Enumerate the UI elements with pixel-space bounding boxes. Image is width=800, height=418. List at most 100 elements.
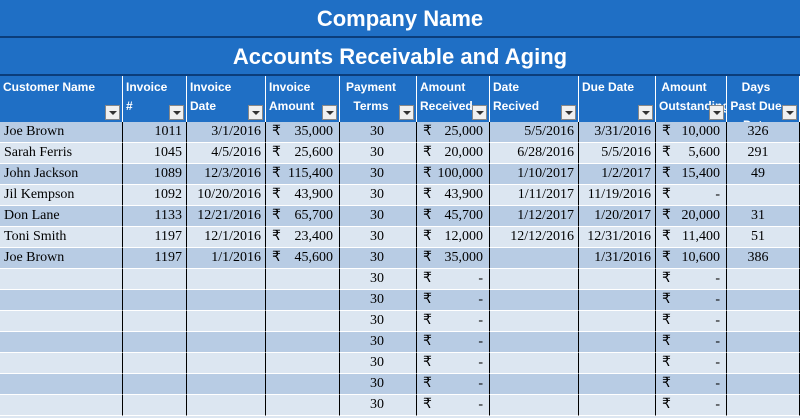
currency-symbol: ₹ — [662, 313, 671, 328]
amount: - — [715, 313, 720, 328]
empty-cell — [123, 311, 187, 332]
currency-cell: ₹ - — [417, 374, 490, 395]
filter-button[interactable] — [322, 105, 337, 120]
currency-cell: ₹20,000 — [417, 143, 490, 164]
empty-cell — [266, 374, 340, 395]
currency-symbol: ₹ — [272, 166, 281, 181]
cell: 30 — [340, 374, 417, 395]
currency-cell: ₹ - — [656, 395, 727, 416]
empty-cell — [727, 332, 800, 353]
amount: 20,000 — [444, 145, 484, 160]
header-text: Invoice Date — [190, 80, 232, 113]
amount: - — [715, 271, 720, 286]
empty-cell — [123, 290, 187, 311]
amount: 15,400 — [681, 166, 721, 181]
currency-symbol: ₹ — [662, 397, 671, 412]
cell: 1/20/2017 — [579, 206, 656, 227]
amount: 12,000 — [444, 229, 484, 244]
cell: 1/12/2017 — [490, 206, 579, 227]
currency-cell: ₹15,400 — [656, 164, 727, 185]
currency-cell: ₹45,700 — [417, 206, 490, 227]
filter-button[interactable] — [472, 105, 487, 120]
amount: - — [478, 271, 483, 286]
cell: 49 — [727, 164, 800, 185]
currency-cell: ₹35,000 — [417, 248, 490, 269]
currency-cell: ₹ - — [656, 185, 727, 206]
amount: 43,900 — [294, 187, 334, 202]
amount: - — [715, 397, 720, 412]
cell: 11/19/2016 — [579, 185, 656, 206]
currency-cell: ₹20,000 — [656, 206, 727, 227]
amount: - — [478, 355, 483, 370]
amount: 45,700 — [444, 208, 484, 223]
cell: 386 — [727, 248, 800, 269]
currency-symbol: ₹ — [662, 376, 671, 391]
currency-cell: ₹ - — [417, 269, 490, 290]
empty-cell — [123, 353, 187, 374]
cell: 5/5/2016 — [490, 122, 579, 143]
empty-cell — [579, 269, 656, 290]
empty-cell — [490, 332, 579, 353]
cell: 1197 — [123, 227, 187, 248]
header-text: Invoice Amount — [269, 80, 315, 113]
cell: Joe Brown — [0, 122, 123, 143]
cell: Toni Smith — [0, 227, 123, 248]
cell: 12/31/2016 — [579, 227, 656, 248]
empty-cell — [266, 311, 340, 332]
amount: - — [478, 397, 483, 412]
filter-button[interactable] — [399, 105, 414, 120]
empty-cell — [579, 374, 656, 395]
column-header: Customer Name — [0, 76, 123, 122]
cell: 1197 — [123, 248, 187, 269]
empty-cell — [266, 332, 340, 353]
amount: 43,900 — [444, 187, 484, 202]
currency-cell: ₹65,700 — [266, 206, 340, 227]
column-header: Payment Terms — [340, 76, 417, 122]
currency-cell: ₹45,600 — [266, 248, 340, 269]
cell: 1/31/2016 — [579, 248, 656, 269]
amount: 35,000 — [294, 124, 334, 139]
filter-button[interactable] — [638, 105, 653, 120]
currency-cell: ₹ - — [417, 353, 490, 374]
cell: 5/5/2016 — [579, 143, 656, 164]
column-header: Due Date — [579, 76, 656, 122]
currency-cell: ₹ - — [417, 290, 490, 311]
empty-cell — [266, 269, 340, 290]
cell: 30 — [340, 122, 417, 143]
filter-button[interactable] — [248, 105, 263, 120]
filter-button[interactable] — [561, 105, 576, 120]
filter-button[interactable] — [782, 105, 797, 120]
filter-button[interactable] — [169, 105, 184, 120]
currency-symbol: ₹ — [662, 124, 671, 139]
currency-symbol: ₹ — [662, 187, 671, 202]
filter-button[interactable] — [709, 105, 724, 120]
amount: 35,000 — [444, 250, 484, 265]
currency-cell: ₹ - — [656, 332, 727, 353]
currency-cell: ₹10,000 — [656, 122, 727, 143]
cell: 30 — [340, 248, 417, 269]
cell: 1/2/2017 — [579, 164, 656, 185]
cell: 291 — [727, 143, 800, 164]
cell: 1/11/2017 — [490, 185, 579, 206]
amount: 100,000 — [437, 166, 484, 181]
currency-cell: ₹100,000 — [417, 164, 490, 185]
currency-cell: ₹ - — [656, 353, 727, 374]
amount: - — [478, 334, 483, 349]
currency-symbol: ₹ — [662, 292, 671, 307]
amount: 20,000 — [681, 208, 721, 223]
column-header: Invoice Date — [187, 76, 266, 122]
cell: 51 — [727, 227, 800, 248]
currency-symbol: ₹ — [423, 376, 432, 391]
column-header: Amount Received — [417, 76, 490, 122]
filter-button[interactable] — [105, 105, 120, 120]
cell: 30 — [340, 206, 417, 227]
empty-cell — [187, 290, 266, 311]
currency-symbol: ₹ — [423, 124, 432, 139]
cell: 30 — [340, 269, 417, 290]
column-header: Amount Outstanding — [656, 76, 727, 122]
currency-symbol: ₹ — [423, 313, 432, 328]
cell: 30 — [340, 395, 417, 416]
amount: - — [715, 334, 720, 349]
cell: 1011 — [123, 122, 187, 143]
currency-symbol: ₹ — [423, 292, 432, 307]
